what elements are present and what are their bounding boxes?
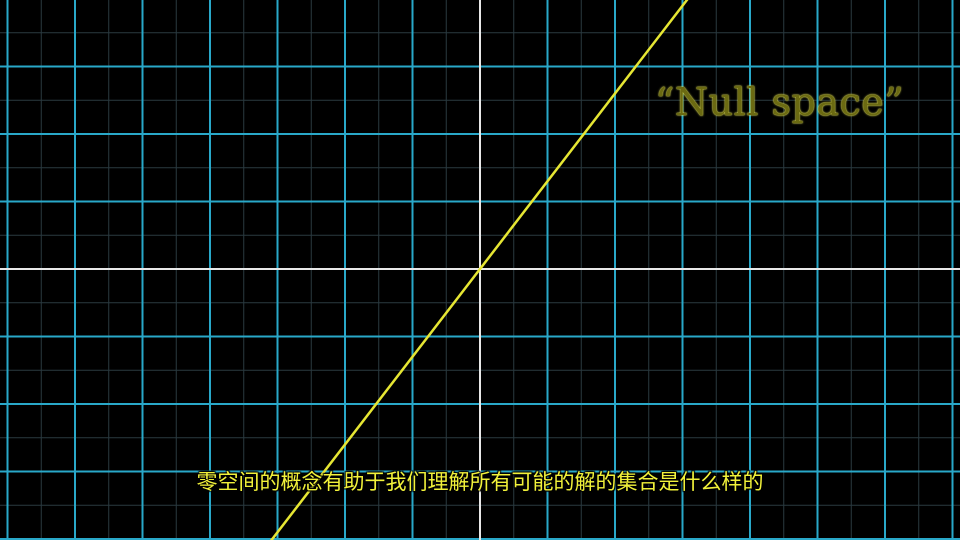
null-space-label: “Null space” — [655, 80, 905, 124]
subtitle: 零空间的概念有助于我们理解所有可能的解的集合是什么样的 — [196, 470, 764, 494]
null-space-line — [269, 0, 689, 540]
